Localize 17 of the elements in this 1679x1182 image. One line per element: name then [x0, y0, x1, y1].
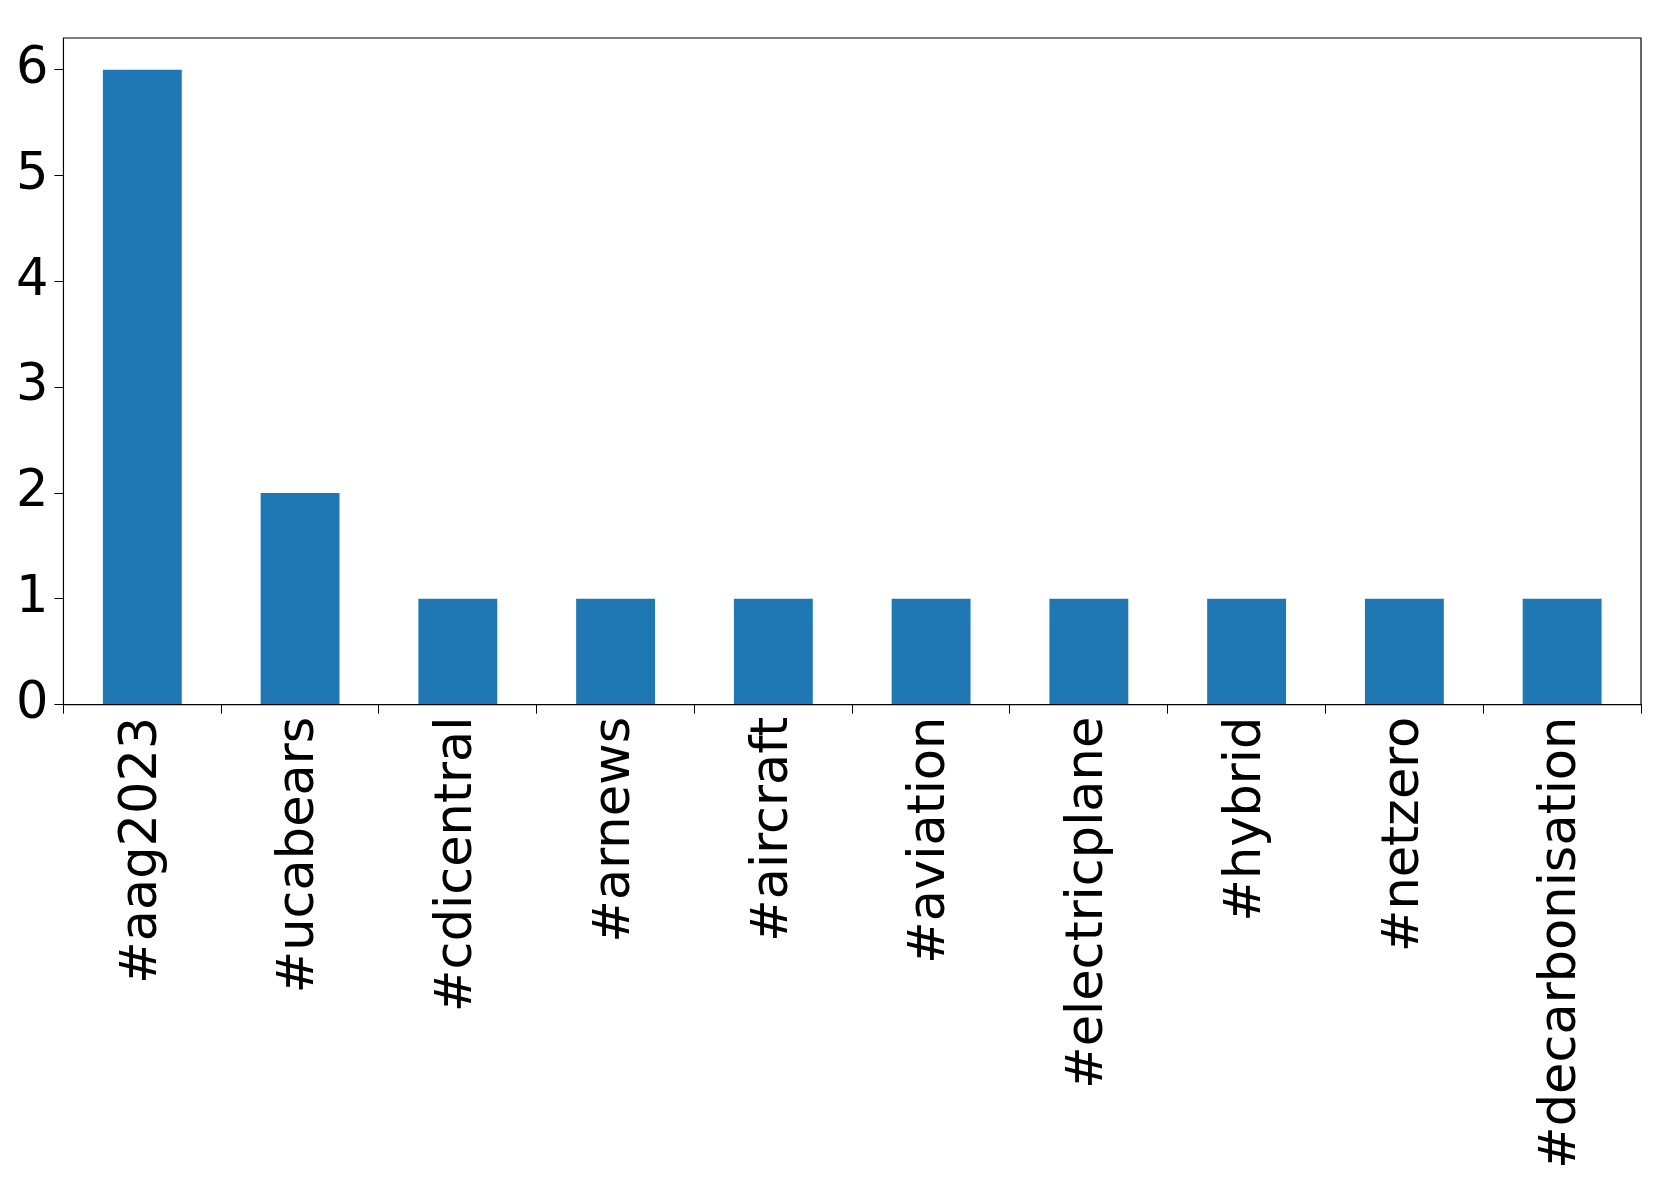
y-tick-label: 4 [15, 247, 49, 307]
x-tick-label: #aircraft [739, 716, 799, 942]
x-tick-label: #decarbonisation [1528, 716, 1588, 1169]
y-tick-label: 2 [15, 459, 49, 519]
y-tick-label: 5 [15, 141, 49, 201]
x-tick-label: #hybrid [1212, 716, 1272, 922]
y-tick-label: 1 [15, 565, 49, 625]
x-tick-label: #cdicentral [424, 716, 484, 1013]
y-tick-label: 3 [15, 353, 49, 413]
x-tick-label: #ucabears [266, 716, 326, 994]
x-tick-label: #electricplane [1055, 716, 1115, 1090]
y-tick-label: 0 [15, 670, 49, 730]
x-tick-label: #arnews [581, 716, 641, 943]
x-tick-label: #netzero [1370, 716, 1430, 953]
y-tick-label: 6 [15, 36, 49, 95]
x-tick-label: #aviation [897, 716, 957, 964]
x-tick-label: #aag2023 [108, 716, 168, 985]
